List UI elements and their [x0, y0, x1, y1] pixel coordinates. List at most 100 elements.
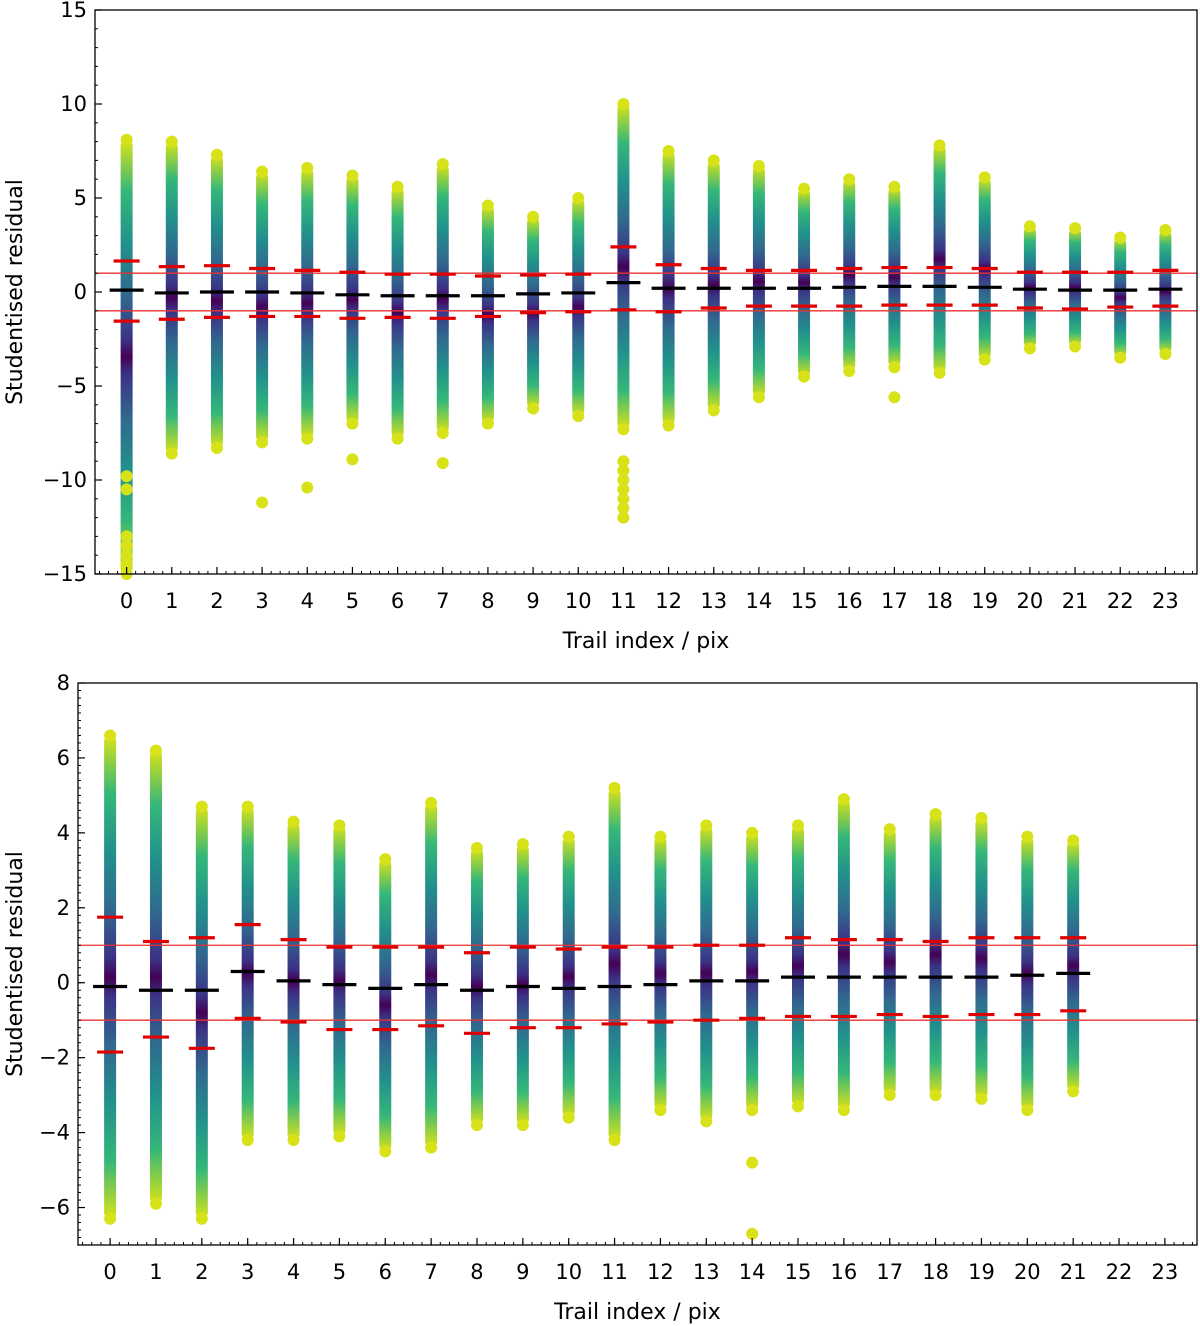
- max-point-15: [792, 819, 805, 832]
- data-column-10: [562, 830, 575, 1124]
- max-point-13: [707, 154, 720, 167]
- max-point-1: [165, 135, 178, 148]
- outlier-point-11-1: [617, 502, 630, 515]
- y-tick-label: 0: [57, 971, 70, 995]
- max-point-1: [149, 744, 162, 757]
- min-point-2: [210, 442, 223, 455]
- x-tick-label: 0: [120, 589, 133, 613]
- min-point-17: [888, 361, 901, 374]
- min-point-4: [301, 432, 314, 445]
- data-column-11: [617, 98, 630, 524]
- outlier-point-17-0: [888, 391, 901, 404]
- max-point-17: [883, 823, 896, 836]
- data-column-11: [608, 781, 621, 1147]
- x-tick-label: 18: [922, 1260, 949, 1284]
- min-point-21: [1069, 340, 1082, 353]
- max-point-8: [470, 841, 483, 854]
- y-tick-label: 6: [57, 746, 70, 770]
- column-body-21: [1067, 840, 1080, 1092]
- top-summary-markers: [109, 245, 1183, 323]
- x-tick-label: 10: [555, 1260, 582, 1284]
- max-point-9: [527, 210, 540, 223]
- min-point-6: [379, 1145, 392, 1158]
- top-y-axis-label: Studentised residual: [3, 179, 28, 405]
- max-point-5: [333, 819, 346, 832]
- max-point-3: [241, 800, 254, 813]
- data-column-18: [933, 139, 946, 379]
- column-body-8: [481, 205, 494, 424]
- outlier-point-0-5: [120, 470, 133, 483]
- x-tick-label: 2: [210, 589, 223, 613]
- min-point-22: [1114, 351, 1127, 364]
- max-point-12: [662, 145, 675, 157]
- max-point-7: [436, 158, 449, 171]
- x-tick-label: 13: [700, 589, 727, 613]
- column-body-5: [346, 175, 359, 424]
- bottom-data-columns: [104, 729, 1080, 1240]
- x-tick-label: 1: [149, 1260, 162, 1284]
- y-tick-label: −4: [39, 1121, 70, 1145]
- x-tick-label: 20: [1014, 1260, 1041, 1284]
- max-point-10: [562, 830, 575, 843]
- top-reference-lines: [95, 272, 1197, 312]
- x-tick-label: 7: [436, 589, 449, 613]
- outlier-point-3-0: [256, 496, 269, 509]
- top-y-axis: −15 −10 −5 0 5 10 15: [43, 0, 102, 586]
- min-point-6: [391, 432, 404, 445]
- min-point-11: [617, 423, 630, 436]
- y-tick-label: 2: [57, 896, 70, 920]
- data-column-0: [120, 133, 133, 580]
- min-point-7: [436, 427, 449, 439]
- min-point-17: [883, 1089, 896, 1102]
- min-point-18: [933, 366, 946, 379]
- bottom-y-axis-label: Studentised residual: [3, 851, 28, 1077]
- max-point-19: [978, 171, 991, 184]
- max-point-14: [752, 160, 765, 173]
- x-tick-label: 6: [391, 589, 404, 613]
- max-point-19: [975, 811, 988, 824]
- x-tick-label: 17: [876, 1260, 903, 1284]
- max-point-23: [1159, 223, 1172, 236]
- data-column-12: [654, 830, 667, 1117]
- min-point-10: [562, 1111, 575, 1124]
- outlier-point-7-0: [436, 457, 449, 470]
- data-column-5: [333, 819, 346, 1143]
- min-point-13: [707, 404, 720, 417]
- outlier-point-14-1: [746, 1227, 759, 1240]
- column-body-10: [562, 836, 575, 1118]
- column-body-11: [608, 787, 621, 1141]
- x-tick-label: 21: [1062, 589, 1089, 613]
- data-column-1: [165, 135, 178, 460]
- min-point-12: [654, 1104, 667, 1117]
- x-tick-label: 4: [287, 1260, 300, 1284]
- max-point-3: [256, 165, 269, 178]
- column-body-2: [195, 806, 208, 1219]
- data-column-9: [516, 838, 529, 1132]
- column-body-11: [617, 104, 630, 430]
- data-column-17: [883, 823, 896, 1102]
- data-column-20: [1021, 830, 1034, 1117]
- y-tick-label: 10: [60, 92, 87, 116]
- x-tick-label: 9: [516, 1260, 529, 1284]
- x-tick-label: 23: [1152, 589, 1179, 613]
- x-tick-label: 21: [1060, 1260, 1087, 1284]
- x-tick-label: 12: [655, 589, 682, 613]
- x-tick-label: 2: [195, 1260, 208, 1284]
- column-body-6: [391, 186, 404, 439]
- outlier-point-11-0: [617, 511, 630, 524]
- min-point-11: [608, 1134, 621, 1147]
- column-body-20: [1023, 226, 1036, 349]
- outlier-point-5-0: [346, 453, 359, 466]
- column-body-8: [470, 847, 483, 1126]
- column-body-15: [792, 825, 805, 1107]
- max-point-10: [572, 192, 585, 204]
- max-point-5: [346, 169, 359, 182]
- x-tick-label: 9: [526, 589, 539, 613]
- column-body-4: [301, 167, 314, 439]
- data-column-22: [1114, 231, 1127, 364]
- data-column-21: [1067, 834, 1080, 1098]
- min-point-18: [929, 1089, 942, 1102]
- data-column-15: [792, 819, 805, 1113]
